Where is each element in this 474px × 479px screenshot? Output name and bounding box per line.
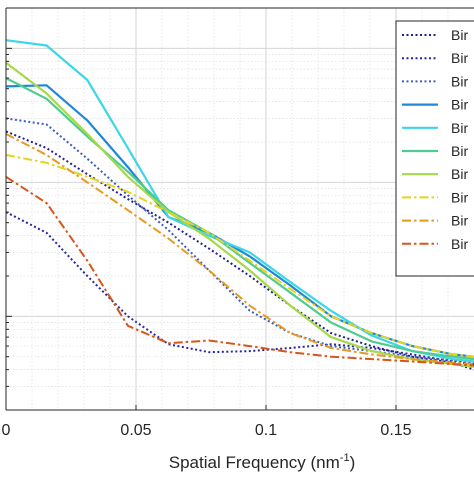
series-line-10	[5, 175, 474, 367]
series-line-4	[5, 84, 474, 358]
legend-label-7: Bir	[451, 166, 468, 182]
x-tick-label: 0.1	[255, 422, 277, 439]
series-line-9	[5, 133, 474, 366]
x-axis-label: Spatial Frequency (nm-1)	[169, 452, 355, 472]
axes: 0 0.05 0.1 0.15	[2, 7, 474, 439]
legend-label-3: Bir	[451, 73, 468, 89]
x-tick-label: 0.15	[380, 422, 411, 439]
legend-label-6: Bir	[451, 143, 468, 159]
legend-label-2: Bir	[451, 50, 468, 66]
legend-label-9: Bir	[451, 213, 468, 229]
legend-label-5: Bir	[451, 120, 468, 136]
series-line-8	[5, 154, 474, 358]
series-line-2	[5, 211, 474, 366]
x-axis-label-text: Spatial Frequency (nm	[169, 453, 340, 472]
series-line-3	[5, 117, 474, 364]
legend-label-10: Bir	[451, 236, 468, 252]
series-lines	[5, 39, 474, 371]
legend-label-8: Bir	[451, 189, 468, 205]
legend-label-4: Bir	[451, 97, 468, 113]
x-tick-label: 0.05	[120, 422, 151, 439]
x-tick-label: 0	[2, 422, 11, 439]
x-axis-label-suffix: )	[350, 453, 356, 472]
legend: Bir Bir Bir Bir Bir Bir Bir Bir Bir Bir	[395, 20, 474, 277]
legend-label-1: Bir	[451, 27, 468, 43]
legend-box	[395, 20, 474, 277]
x-axis-label-superscript: -1	[340, 452, 350, 464]
series-line-6	[5, 77, 474, 361]
